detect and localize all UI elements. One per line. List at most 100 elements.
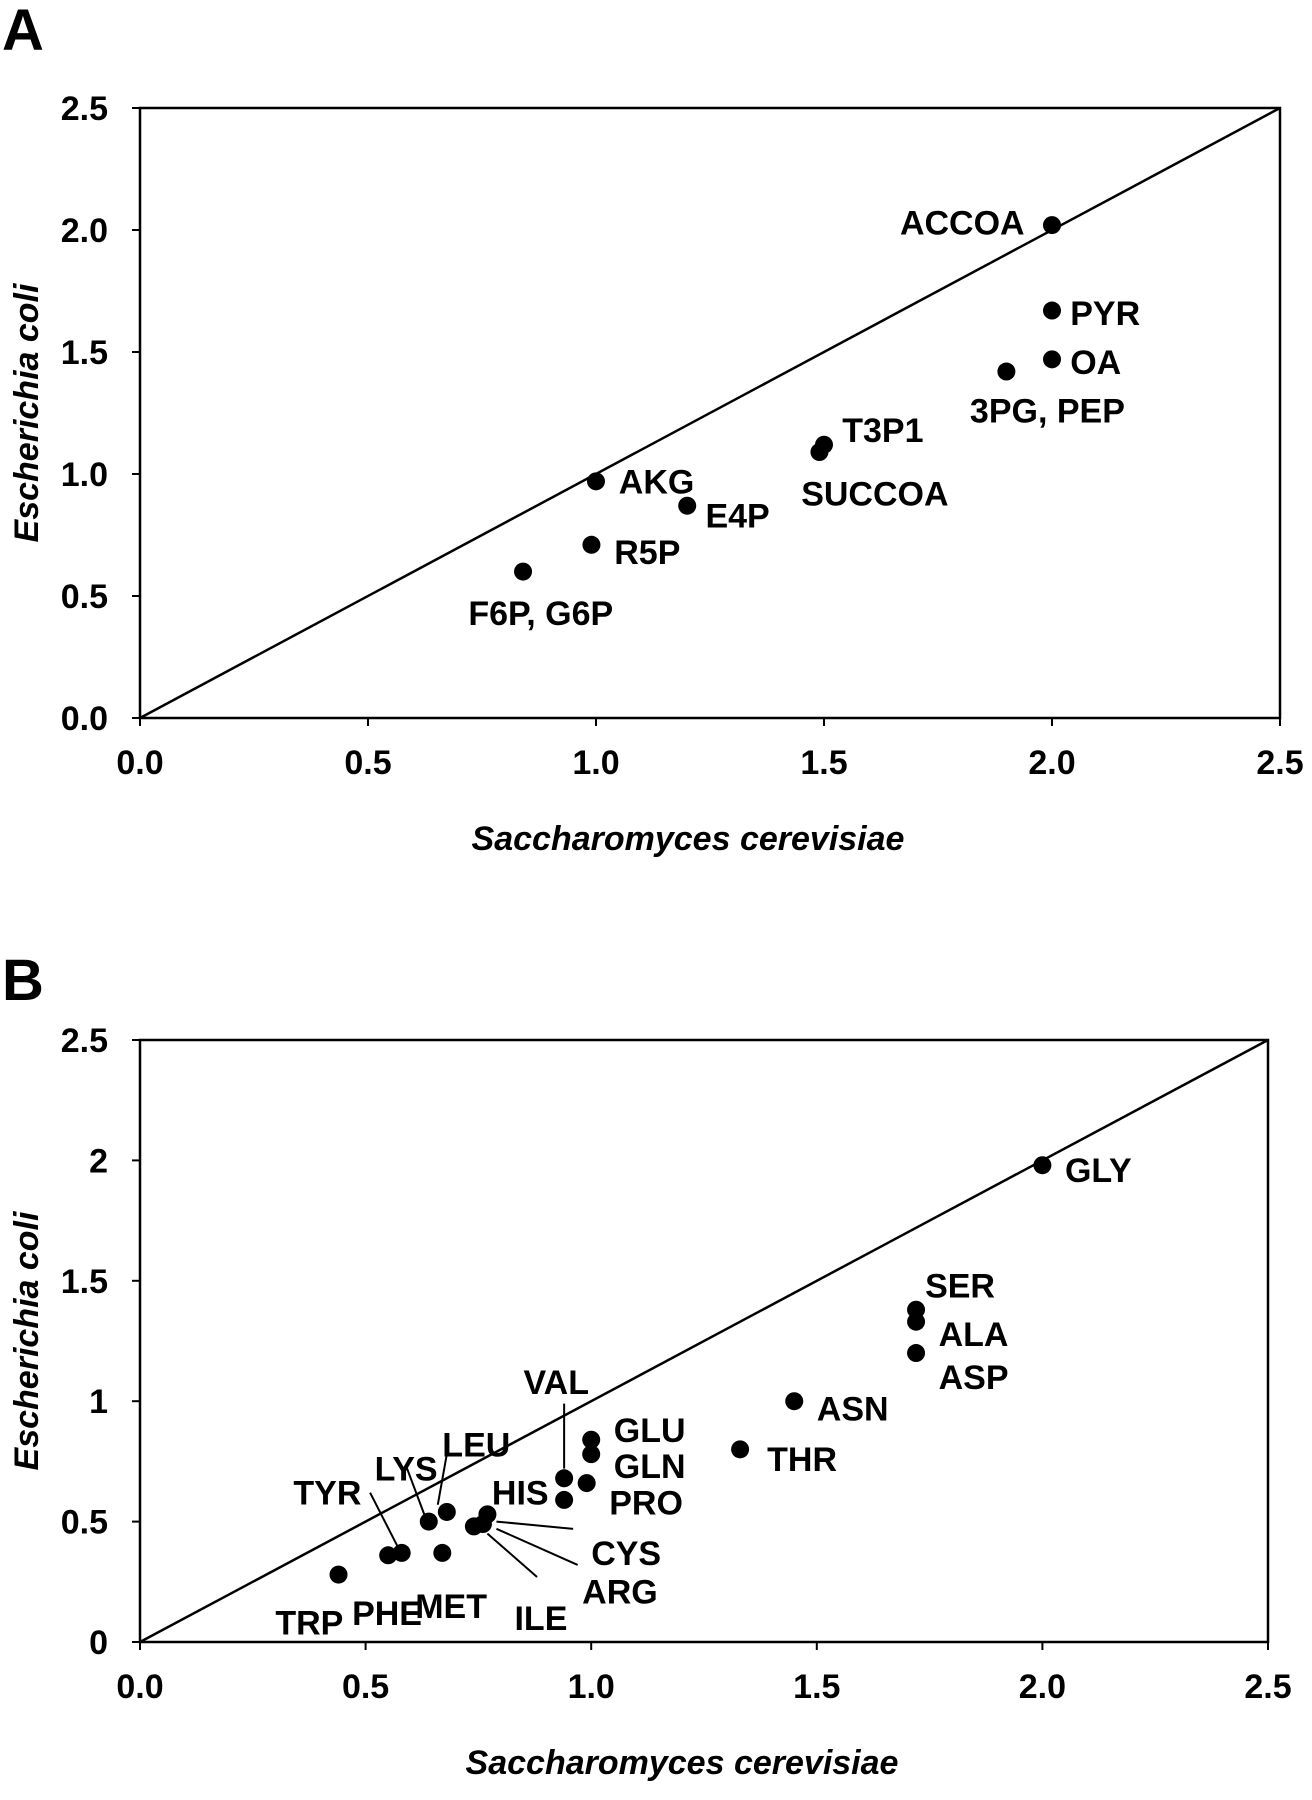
panel-a-point-label: OA xyxy=(1070,344,1121,382)
panel-a-y-tick-label: 2.5 xyxy=(61,90,108,128)
panel-b-point-label: GLY xyxy=(1065,1152,1132,1190)
panel-b-point-label: ALA xyxy=(939,1316,1009,1354)
panel-b-point-label: ILE xyxy=(514,1600,567,1638)
panel-a-point-label: SUCCOA xyxy=(801,476,948,514)
panel-a-point-label: ACCOA xyxy=(900,205,1025,243)
panel-b-data-point xyxy=(785,1392,804,1411)
panel-b-leader-line xyxy=(486,1532,538,1578)
panel-b-x-tick-label: 1.5 xyxy=(793,1668,840,1706)
panel-a-plot: 0.0 0.5 1.0 1.5 2.0 2.5 0.0 0.5 1.0 1.5 2.0 2.5 Sacc… xyxy=(8,90,1304,858)
panel-b-y-tick-label: 2.5 xyxy=(61,1022,108,1060)
panel-b-data-point xyxy=(907,1312,926,1331)
panel-a-x-tick-label: 0.0 xyxy=(116,744,163,782)
panel-b-x-tick-label: 1.0 xyxy=(568,1668,615,1706)
panel-b-data-point xyxy=(582,1445,601,1464)
panel-a-data-point xyxy=(1043,350,1061,369)
panel-b-point-label: LYS xyxy=(375,1451,438,1489)
panel-b-x-tick-label: 0.0 xyxy=(116,1668,163,1706)
panel-b-point-label: CYS xyxy=(591,1535,661,1573)
panel-a-x-tick-label: 2.5 xyxy=(1256,744,1303,782)
panel-a-point-label: E4P xyxy=(705,497,769,535)
panel-b-point-label: THR xyxy=(767,1441,837,1479)
panel-b-data-point xyxy=(464,1517,483,1536)
panel-a-letter: A xyxy=(2,0,44,63)
panel-b-point-label: SER xyxy=(925,1268,995,1306)
panel-a-plot-frame xyxy=(138,106,1282,720)
panel-b-leader-line xyxy=(405,1465,426,1515)
panel-a-point-label: T3P1 xyxy=(842,412,923,450)
panel-b-point-label: TRP xyxy=(275,1605,343,1643)
panel-a-point-label: 3PG, PEP xyxy=(970,393,1125,431)
panel-b-data-point xyxy=(437,1502,456,1521)
panel-b-point-label: PRO xyxy=(609,1484,683,1522)
panel-b-data-point xyxy=(392,1543,411,1562)
panel-a-point-label: PYR xyxy=(1070,295,1140,333)
panel-b-plot-frame xyxy=(138,1038,1270,1644)
panel-b-y-axis-title: Escherichia coli xyxy=(8,1210,46,1470)
panel-b-data-point xyxy=(329,1565,348,1584)
panel-a-data-point xyxy=(1043,301,1061,320)
panel-a-point-label: F6P, G6P xyxy=(468,595,613,633)
panel-b-plot: 0.0 0.5 1.0 1.5 2.0 2.5 0 0.5 1 1.5 2 2.5 Saccharomy… xyxy=(8,1022,1292,1782)
panel-a-x-tick-label: 1.0 xyxy=(572,744,619,782)
panel-b-point-label: PHE xyxy=(352,1595,422,1633)
panel-b-data-point xyxy=(419,1512,438,1531)
panel-a-data-point xyxy=(1043,216,1061,235)
panel-b-x-tick-label: 2.0 xyxy=(1019,1668,1066,1706)
panel-b-point-label: LEU xyxy=(442,1427,510,1465)
panel-b-point-label: GLN xyxy=(614,1448,686,1486)
panel-a-x-axis-title: Saccharomyces cerevisiae xyxy=(472,820,905,858)
panel-a-y-tick-label: 0.5 xyxy=(61,578,108,616)
panel-a-point-label: AKG xyxy=(619,463,695,501)
panel-b-data-point xyxy=(577,1474,596,1493)
panel-a-x-tick-label: 0.5 xyxy=(344,744,391,782)
panel-a-data-point xyxy=(514,562,533,581)
panel-a-data-point xyxy=(678,496,697,515)
panel-b-point-label: ASN xyxy=(817,1390,889,1428)
panel-b-point-label: ARG xyxy=(582,1573,658,1611)
panel-b-y-tick-label: 2 xyxy=(89,1142,108,1180)
panel-b-leader-line xyxy=(496,1527,579,1566)
panel-a: A 0.0 0.5 1.0 1.5 2.0 2.5 0.0 0.5 1.0 1.5 2.0 2.5 Sa… xyxy=(2,0,1304,858)
panel-b-reference-line xyxy=(139,1038,1269,1644)
panel-a-y-tick-label: 1.5 xyxy=(61,334,108,372)
panel-b-y-tick-label: 1 xyxy=(89,1383,108,1421)
panel-b-data-point xyxy=(731,1440,750,1459)
panel-a-reference-line xyxy=(139,106,1281,720)
panel-b-y-tick-label: 1.5 xyxy=(61,1263,108,1301)
panel-b-data-point xyxy=(907,1344,926,1363)
panel-b-point-label: MET xyxy=(415,1588,487,1626)
panel-b-data-point xyxy=(582,1430,601,1449)
panel-a-x-tick-label: 2.0 xyxy=(1028,744,1075,782)
panel-b-x-axis-title: Saccharomyces cerevisiae xyxy=(466,1744,899,1782)
panel-b-leader-line xyxy=(496,1520,574,1530)
panel-a-y-tick-label: 1.0 xyxy=(61,456,108,494)
panel-b-leader-line xyxy=(436,1454,448,1505)
panel-b-point-label: ASP xyxy=(939,1359,1009,1397)
panel-b-point-label: GLU xyxy=(614,1412,686,1450)
panel-a-y-tick-label: 2.0 xyxy=(61,212,108,250)
panel-b-data-point xyxy=(555,1490,574,1509)
panel-b-letter: B xyxy=(2,948,44,1013)
panel-a-data-point xyxy=(997,362,1016,381)
panel-b-y-tick-label: 0 xyxy=(89,1624,108,1662)
panel-b-x-tick-label: 0.5 xyxy=(342,1668,389,1706)
panel-a-y-axis-title: Escherichia coli xyxy=(8,282,46,542)
panel-a-y-tick-label: 0.0 xyxy=(61,700,108,738)
panel-b-point-label: HIS xyxy=(492,1475,549,1513)
panel-b-data-point xyxy=(1033,1156,1052,1175)
panel-a-x-tick-label: 1.5 xyxy=(800,744,847,782)
panel-b-point-label: VAL xyxy=(524,1364,589,1402)
panel-b-leader-line xyxy=(369,1492,399,1547)
panel-a-data-point xyxy=(587,472,605,491)
panel-a-data-point xyxy=(582,535,601,554)
panel-b-data-point xyxy=(379,1546,398,1565)
panel-b-y-tick-label: 0.5 xyxy=(61,1504,108,1542)
panel-b-data-point xyxy=(555,1469,574,1488)
panel-b-data-point xyxy=(433,1543,452,1562)
panel-a-point-label: R5P xyxy=(614,534,680,572)
panel-b-point-label: TYR xyxy=(293,1475,361,1513)
panel-b-x-tick-label: 2.5 xyxy=(1244,1668,1291,1706)
panel-b: B 0.0 0.5 1.0 1.5 2.0 2.5 0 0.5 1 1.5 2 2.5 Saccharo… xyxy=(2,948,1292,1782)
